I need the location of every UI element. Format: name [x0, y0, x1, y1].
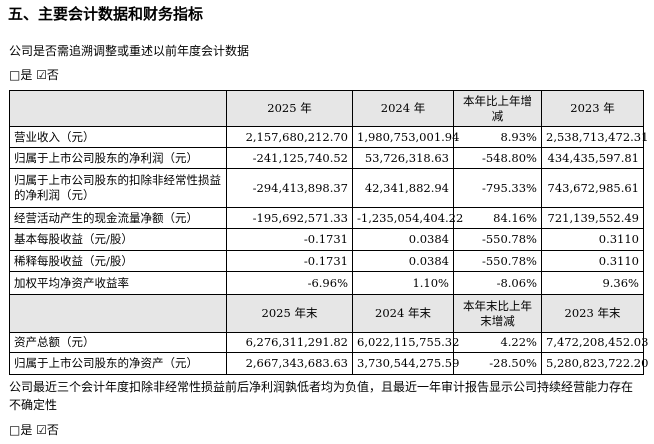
table-row: 资产总额（元） 6,276,311,291.82 6,022,115,755.32 4… — [9, 332, 648, 353]
cell: 经营活动产生的现金流量净额（元） — [9, 207, 227, 229]
cell: 2025 年末 — [226, 294, 353, 333]
cell: -795.33% — [453, 168, 542, 208]
cell: -0.1731 — [226, 228, 353, 251]
cell: 归属于上市公司股东的净资产（元） — [9, 352, 227, 375]
cell: -0.1731 — [226, 250, 353, 272]
cell: -195,692,571.33 — [226, 207, 353, 229]
cell: 2024 年 — [352, 90, 454, 127]
question: 公司是否需追溯调整或重述以前年度会计数据 — [9, 44, 250, 58]
cell: 加权平均净资产收益率 — [9, 271, 227, 295]
table-row: 基本每股收益（元/股） -0.1731 0.0384 -550.78% 0.3110 — [9, 228, 644, 251]
table-row: 稀释每股收益（元/股） -0.1731 0.0384 -550.78% 0.3110 — [9, 250, 644, 272]
cell: 5,280,823,722.20 — [541, 352, 648, 375]
cell: 资产总额（元） — [9, 332, 227, 353]
table-row: 归属于上市公司股东的净资产（元） 2,667,343,683.63 3,730,54… — [9, 352, 648, 375]
cell: -1,235,054,404.22 — [352, 207, 463, 229]
note: 公司最近三个会计年度扣除非经常性损益前后净利润孰低者均为负值，且最近一年审计报告… — [9, 380, 634, 412]
cell: -28.50% — [453, 352, 542, 375]
cell: 归属于上市公司股东的扣除非经常性损益的净利润（元） — [9, 168, 227, 208]
cell: 稀释每股收益（元/股） — [9, 250, 227, 272]
cell: 6,276,311,291.82 — [226, 332, 353, 353]
cell: 743,672,985.61 — [541, 168, 644, 208]
financial-table: 2025 年 2024 年本年比上年增减 2023 年营业收入（元） 2,157,68… — [9, 90, 648, 375]
cell: 721,139,552.49 — [541, 207, 644, 229]
cell: 2,157,680,212.70 — [226, 126, 353, 148]
header-row: 2025 年 2024 年本年比上年增减 2023 年 — [9, 90, 644, 127]
cell: 基本每股收益（元/股） — [9, 228, 227, 251]
cell: 本年比上年增减 — [453, 90, 542, 127]
cell: 营业收入（元） — [9, 126, 227, 148]
cell: 2025 年 — [226, 90, 353, 127]
table-row: 加权平均净资产收益率 -6.96% 1.10% -8.06% 9.36% — [9, 271, 644, 295]
cell: 1,980,753,001.94 — [352, 126, 459, 148]
cell: 4.22% — [453, 332, 542, 353]
cell: 1.10% — [352, 271, 454, 295]
section-title: 五、主要会计数据和财务指标 — [8, 5, 204, 23]
answer: □是 ☑否 — [9, 68, 59, 82]
cell: 42,341,882.94 — [352, 168, 454, 208]
cell: 本年末比上年末增减 — [453, 294, 542, 333]
cell: 2023 年 — [541, 90, 644, 127]
table-row: 归属于上市公司股东的扣除非经常性损益的净利润（元） -294,413,898.37… — [9, 168, 644, 208]
cell: 53,726,318.63 — [352, 147, 454, 169]
cell: 2023 年末 — [541, 294, 644, 333]
cell: -8.06% — [453, 271, 542, 295]
cell: 0.0384 — [352, 228, 454, 251]
cell: 2,538,713,472.31 — [541, 126, 648, 148]
table-row: 经营活动产生的现金流量净额（元） -195,692,571.33 -1,235,05… — [9, 207, 644, 229]
cell: 8.93% — [453, 126, 542, 148]
cell: -6.96% — [226, 271, 353, 295]
table-row: 归属于上市公司股东的净利润（元） -241,125,740.52 53,726,31… — [9, 147, 644, 169]
header-row: 2025 年末 2024 年末 本年末比上年末增减 2023 年末 — [9, 294, 644, 333]
cell: 9.36% — [541, 271, 644, 295]
cell: 0.0384 — [352, 250, 454, 272]
cell: -294,413,898.37 — [226, 168, 353, 208]
cell: -548.80% — [453, 147, 542, 169]
cell: 6,022,115,755.32 — [352, 332, 459, 353]
cell: 2,667,343,683.63 — [226, 352, 353, 375]
cell: 7,472,208,452.03 — [541, 332, 648, 353]
cell: 84.16% — [453, 207, 542, 229]
cell: 0.3110 — [541, 228, 644, 251]
cell: 3,730,544,275.59 — [352, 352, 459, 375]
table-row: 营业收入（元） 2,157,680,212.70 1,980,753,001.94 8… — [9, 126, 648, 148]
cell: -550.78% — [453, 228, 542, 251]
cell — [9, 90, 227, 127]
cell: 2024 年末 — [352, 294, 454, 333]
note-answer: □是 ☑否 — [9, 423, 59, 437]
cell: -550.78% — [453, 250, 542, 272]
cell: 434,435,597.81 — [541, 147, 644, 169]
cell: 归属于上市公司股东的净利润（元） — [9, 147, 227, 169]
cell — [9, 294, 227, 333]
cell: 0.3110 — [541, 250, 644, 272]
cell: -241,125,740.52 — [226, 147, 353, 169]
